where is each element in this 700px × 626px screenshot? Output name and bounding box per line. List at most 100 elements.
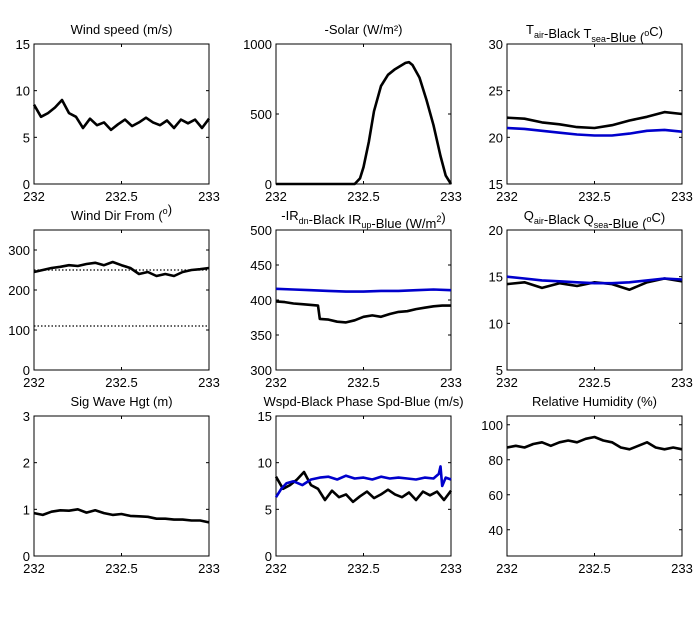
x-tick-label: 232.5 bbox=[347, 375, 380, 390]
x-tick-label: 232 bbox=[265, 561, 287, 576]
x-tick-label: 233 bbox=[671, 561, 693, 576]
title-subscript: sea bbox=[594, 220, 609, 230]
y-tick-label: 15 bbox=[489, 177, 503, 192]
chart-title: Wind Dir From (o) bbox=[71, 202, 172, 223]
y-tick-label: 0 bbox=[23, 549, 30, 564]
y-tick-label: 15 bbox=[489, 270, 503, 285]
subplot-3: 232 232.5 233 15 20 25 30 Tair-Black Tsea-Blue … bbox=[489, 22, 693, 204]
x-tick-label: 233 bbox=[671, 375, 693, 390]
y-tick-label: 5 bbox=[265, 502, 272, 517]
y-tick-label: 100 bbox=[8, 323, 30, 338]
title-part: -Black IR bbox=[309, 212, 362, 227]
chart-title: Tair-Black Tsea-Blue (oC) bbox=[526, 22, 663, 45]
title-subscript: air bbox=[534, 216, 544, 226]
y-tick-label: 5 bbox=[496, 363, 503, 378]
x-tick-label: 233 bbox=[440, 375, 462, 390]
title-part: Q bbox=[524, 208, 534, 223]
chart-title: Wspd-Black Phase Spd-Blue (m/s) bbox=[263, 394, 463, 409]
series-line-1 bbox=[506, 435, 683, 451]
series-line-2 bbox=[506, 275, 683, 285]
title-part: C) bbox=[649, 24, 663, 39]
title-subscript: up bbox=[361, 220, 371, 230]
title-part: -Blue (W/m bbox=[371, 216, 436, 231]
y-tick-label: 80 bbox=[489, 453, 503, 468]
y-tick-label: 350 bbox=[250, 328, 272, 343]
x-tick-label: 233 bbox=[198, 189, 220, 204]
y-tick-label: 400 bbox=[250, 293, 272, 308]
y-tick-label: 500 bbox=[250, 223, 272, 238]
title-superscript: o bbox=[647, 214, 652, 224]
y-tick-label: 10 bbox=[489, 316, 503, 331]
y-tick-label: 15 bbox=[16, 37, 30, 52]
x-tick-label: 232 bbox=[265, 375, 287, 390]
x-tick-label: 232.5 bbox=[105, 189, 138, 204]
chart-title: -IRdn-Black IRup-Blue (W/m2) bbox=[281, 208, 445, 231]
y-tick-label: 1000 bbox=[243, 37, 272, 52]
title-part: -Black T bbox=[544, 26, 591, 41]
plot-area bbox=[275, 229, 452, 371]
x-tick-label: 232.5 bbox=[578, 561, 611, 576]
x-tick-label: 232.5 bbox=[578, 189, 611, 204]
plot-area bbox=[33, 43, 210, 185]
title-part: -Black Q bbox=[544, 212, 594, 227]
series-line-1 bbox=[276, 60, 453, 186]
x-tick-label: 232 bbox=[23, 189, 45, 204]
chart-title: Sig Wave Hgt (m) bbox=[70, 394, 172, 409]
y-tick-label: 2 bbox=[23, 456, 30, 471]
subplot-1: 232 232.5 233 0 5 10 15 Wind speed (m/s) bbox=[16, 22, 220, 204]
y-tick-label: 30 bbox=[489, 37, 503, 52]
x-tick-label: 232.5 bbox=[347, 561, 380, 576]
y-tick-label: 200 bbox=[8, 283, 30, 298]
chart-title: Qair-Black Qsea-Blue (oC) bbox=[524, 208, 666, 231]
plot-area bbox=[275, 415, 452, 557]
x-tick-label: 232.5 bbox=[105, 561, 138, 576]
subplot-5: 232 232.5 233 300 350 400 450 500 -IRdn-Black IR… bbox=[250, 208, 462, 390]
series-line-1 bbox=[274, 470, 453, 504]
title-superscript: 2 bbox=[436, 214, 441, 224]
subplot-7: 232 232.5 233 0 1 2 3 Sig Wave Hgt (m) bbox=[23, 394, 220, 576]
subplot-6: 232 232.5 233 5 10 15 20 Qair-Black Qsea-Blue (… bbox=[489, 208, 693, 390]
title-part: C) bbox=[652, 210, 666, 225]
x-tick-label: 232 bbox=[496, 561, 518, 576]
x-tick-label: 232.5 bbox=[347, 189, 380, 204]
y-tick-label: 20 bbox=[489, 130, 503, 145]
title-superscript: o bbox=[163, 206, 168, 216]
series-line-2 bbox=[274, 465, 452, 498]
x-tick-label: 233 bbox=[671, 189, 693, 204]
x-tick-label: 232.5 bbox=[105, 375, 138, 390]
y-tick-label: 5 bbox=[23, 130, 30, 145]
plot-area bbox=[275, 43, 452, 185]
title-part: -Blue ( bbox=[606, 30, 645, 45]
plot-area bbox=[506, 415, 683, 557]
title-subscript: air bbox=[534, 30, 544, 40]
y-tick-label: 0 bbox=[23, 363, 30, 378]
title-part: ) bbox=[441, 210, 445, 225]
series-line-2 bbox=[275, 287, 452, 293]
y-tick-label: 3 bbox=[23, 409, 30, 424]
y-tick-label: 0 bbox=[265, 177, 272, 192]
subplot-2: 232 232.5 233 0 500 1000 -Solar (W/m²) bbox=[243, 22, 462, 204]
y-tick-label: 40 bbox=[489, 523, 503, 538]
title-part: -Blue ( bbox=[608, 216, 647, 231]
x-tick-label: 232 bbox=[496, 189, 518, 204]
series-line-1 bbox=[33, 507, 210, 524]
y-tick-label: 25 bbox=[489, 84, 503, 99]
x-tick-label: 232 bbox=[496, 375, 518, 390]
title-subscript: dn bbox=[299, 216, 309, 226]
x-tick-label: 232 bbox=[23, 561, 45, 576]
title-superscript: o bbox=[644, 28, 649, 38]
x-tick-label: 232 bbox=[265, 189, 287, 204]
y-tick-label: 10 bbox=[258, 456, 272, 471]
series-line-1 bbox=[32, 98, 211, 132]
y-tick-label: 60 bbox=[489, 488, 503, 503]
plot-area bbox=[33, 229, 210, 371]
x-tick-label: 233 bbox=[198, 561, 220, 576]
x-tick-label: 232.5 bbox=[578, 375, 611, 390]
chart-title: Wind speed (m/s) bbox=[71, 22, 173, 37]
x-tick-label: 233 bbox=[198, 375, 220, 390]
chart-title: -Solar (W/m²) bbox=[325, 22, 403, 37]
plot-area bbox=[33, 415, 210, 557]
title-part: -IR bbox=[281, 208, 298, 223]
plot-area bbox=[506, 229, 683, 371]
